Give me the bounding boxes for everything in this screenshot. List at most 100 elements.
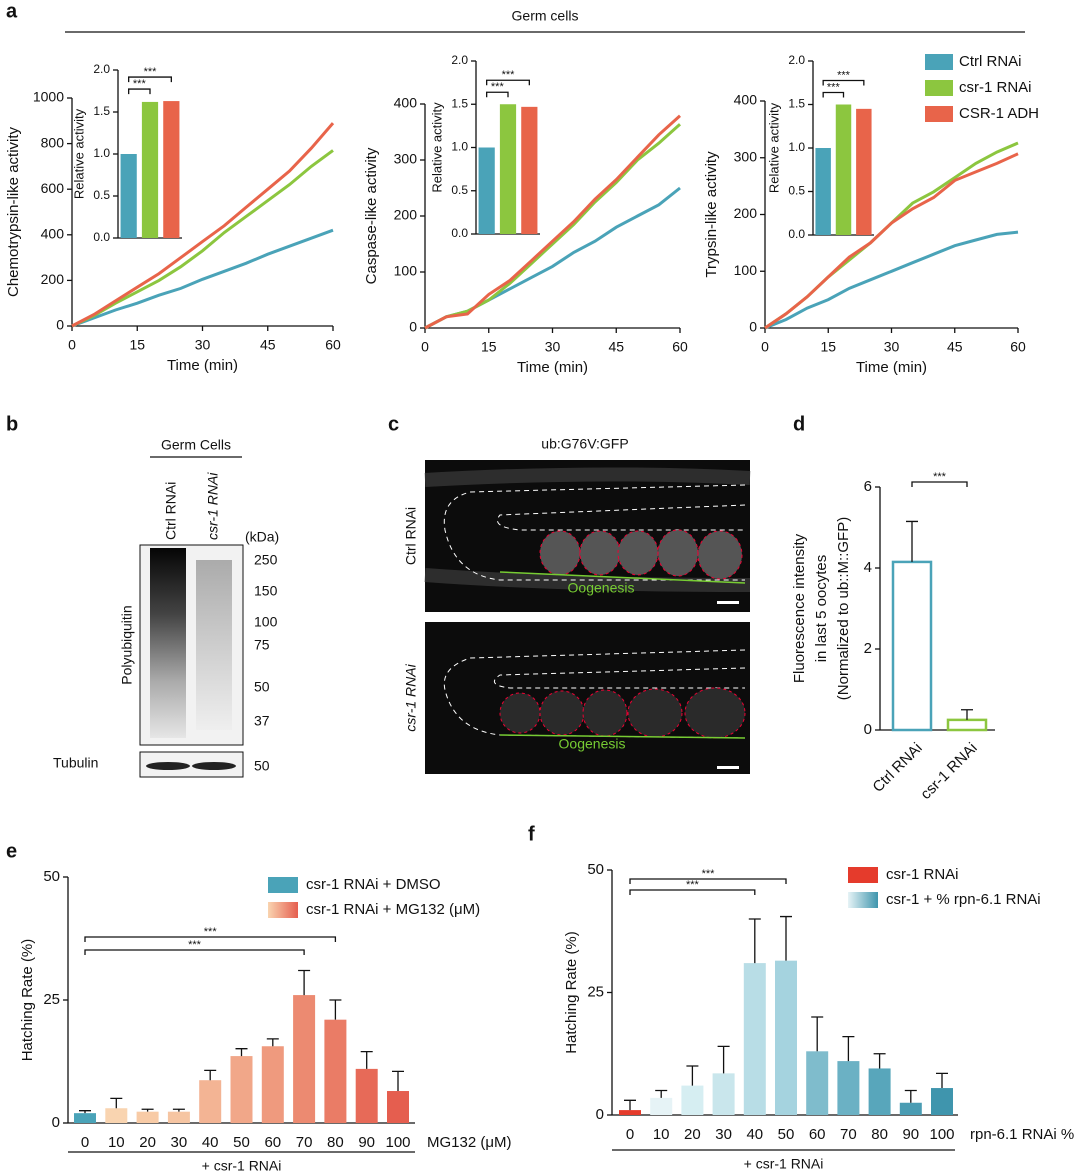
significance-label: *** — [144, 66, 158, 78]
bar — [619, 1110, 641, 1115]
inset-bar — [478, 147, 495, 234]
error-bar — [172, 1108, 185, 1112]
gonad-outline — [443, 484, 746, 581]
y-tick-label: 1000 — [33, 89, 64, 105]
legend-label: CSR-1 ADH — [959, 105, 1039, 122]
legend-swatch — [848, 867, 878, 883]
y-tick-label: 25 — [587, 983, 604, 1000]
significance-label: *** — [837, 69, 851, 81]
marker-label: 50 — [254, 758, 270, 774]
inset-bar — [141, 101, 159, 238]
bar — [891, 560, 933, 732]
legend-swatch — [268, 877, 298, 893]
lane-label: Ctrl RNAi — [163, 482, 179, 540]
x-tick-label: 45 — [260, 337, 276, 353]
significance-label: *** — [204, 926, 218, 938]
y-tick-label: 600 — [41, 180, 65, 196]
micrographs: ub:G76V:GFP Oogenesis Ctrl RNAi Oogenesi… — [403, 436, 751, 774]
x-tick-label: Ctrl RNAi — [869, 740, 925, 796]
marker-label: 150 — [254, 583, 278, 599]
y-tick-label: 400 — [394, 95, 418, 111]
x-tick-label: 80 — [327, 1134, 344, 1151]
x-tick-label: 80 — [871, 1126, 888, 1143]
bar — [837, 1061, 860, 1115]
significance-bracket — [822, 91, 845, 98]
inset-bar — [120, 154, 137, 238]
region-label: Oogenesis — [568, 580, 635, 596]
y-tick-label: 2.0 — [788, 53, 805, 67]
error-bar — [204, 1069, 217, 1081]
inset-y-label: Relative activity — [429, 102, 444, 193]
bar — [105, 1108, 128, 1123]
series-line — [764, 230, 1019, 330]
error-bar — [842, 1035, 855, 1062]
significance-label: *** — [491, 81, 505, 93]
band — [146, 762, 190, 770]
x-tick-label: 30 — [195, 337, 211, 353]
y-tick-label: 0 — [596, 1106, 604, 1123]
significance-label: *** — [502, 69, 516, 81]
significance-label: *** — [133, 78, 147, 90]
y-tick-label: 200 — [734, 205, 758, 221]
y-axis-label: Chemotrypsin-like activity — [5, 126, 22, 297]
y-tick-label: 0.0 — [451, 226, 468, 240]
bar — [387, 1091, 409, 1123]
region-label: Oogenesis — [559, 736, 626, 752]
y-tick-label: 200 — [41, 271, 65, 287]
gonad-outline — [497, 504, 746, 531]
y-tick-label: 1.5 — [93, 104, 110, 118]
error-bar — [811, 1016, 824, 1052]
error-bar — [873, 1053, 886, 1069]
unit-label: (kDa) — [245, 529, 279, 545]
y-tick-label: 50 — [587, 861, 604, 878]
series-line — [424, 123, 682, 330]
bar — [355, 1068, 378, 1123]
gonad-outline — [493, 667, 746, 689]
series-line — [71, 122, 335, 328]
worm-body — [424, 467, 751, 592]
error-bar — [392, 1070, 404, 1092]
bar — [261, 1046, 284, 1123]
error-bar — [329, 999, 342, 1020]
y-tick-label: 4 — [864, 559, 872, 576]
error-bar — [266, 1038, 279, 1047]
inset-y-label: Relative activity — [71, 108, 86, 199]
y-tick-label: 0.5 — [451, 183, 468, 197]
bar — [899, 1102, 922, 1115]
error-bar — [904, 1089, 917, 1103]
y-tick-label: 2.0 — [451, 53, 468, 67]
y-tick-label: 400 — [734, 92, 758, 108]
x-tick-label: 30 — [884, 339, 900, 355]
scale-bar — [717, 601, 739, 604]
y-tick-label: 400 — [41, 226, 65, 242]
bar — [681, 1085, 704, 1115]
x-axis-label: Time (min) — [517, 359, 588, 376]
series-line — [424, 186, 681, 330]
y-axis-label: Hatching Rate (%) — [19, 939, 36, 1062]
x-tick-label: 0 — [81, 1134, 89, 1151]
bar — [806, 1051, 829, 1115]
significance-bracket — [486, 79, 530, 86]
oogenesis-line — [499, 571, 746, 584]
x-tick-label: 0 — [68, 337, 76, 353]
oocyte — [539, 530, 581, 576]
legend-swatch — [925, 80, 953, 96]
y-tick-label: 0.0 — [788, 227, 805, 241]
x-tick-label: 50 — [778, 1126, 795, 1143]
error-bar — [906, 520, 918, 562]
error-bar — [961, 709, 973, 720]
y-tick-label: 0 — [749, 319, 757, 335]
x-tick-label: 10 — [108, 1134, 125, 1151]
marker-label: 37 — [254, 713, 270, 729]
x-tick-label: 30 — [545, 339, 561, 355]
series-line — [764, 152, 1019, 330]
panel-label: d — [793, 413, 805, 435]
significance-bracket — [911, 481, 968, 487]
inset-bar — [499, 104, 517, 234]
x-axis-label: rpn-6.1 RNAi % — [970, 1126, 1074, 1143]
scale-bar — [717, 766, 739, 769]
bar — [931, 1088, 953, 1115]
panel-label: e — [6, 840, 17, 862]
y-tick-label: 50 — [43, 868, 60, 885]
significance-bracket — [84, 936, 337, 942]
